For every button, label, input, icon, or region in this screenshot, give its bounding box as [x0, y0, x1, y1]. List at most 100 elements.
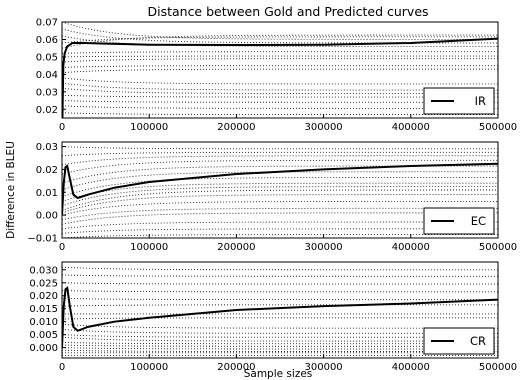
x-tick-label: 0 — [59, 122, 65, 133]
x-tick-label: 100000 — [130, 242, 168, 253]
y-tick-label: 0.010 — [29, 317, 58, 328]
dotted-curve — [62, 344, 498, 347]
axes-frame — [61, 141, 499, 239]
dotted-curve — [62, 274, 498, 277]
dotted-curve — [62, 297, 498, 301]
dotted-curve — [62, 317, 498, 320]
dotted-curve — [62, 186, 498, 207]
x-tick-label: 0 — [59, 362, 65, 373]
y-tick-label: 0.05 — [36, 52, 58, 63]
y-tick-label: −0.01 — [27, 234, 58, 245]
y-tick-label: 0.07 — [36, 18, 58, 29]
dotted-curve — [62, 334, 498, 338]
y-tick-label: 0.005 — [29, 330, 58, 341]
x-axis-label: Sample sizes — [244, 368, 313, 380]
dotted-curve — [62, 112, 498, 115]
panel-ir: 0 100000 200000 300000 400000 500000 0.02 0.03 0… — [36, 18, 517, 134]
dotted-curve — [62, 341, 498, 345]
dotted-curve — [62, 58, 498, 63]
plot-area — [62, 22, 498, 118]
x-tick-label: 500000 — [479, 242, 517, 253]
dotted-curve — [62, 65, 498, 68]
legend: CR — [423, 327, 495, 355]
dotted-curve — [62, 182, 498, 202]
dotted-curve — [62, 347, 498, 350]
x-tick-label: 400000 — [392, 122, 430, 133]
dotted-curve — [62, 228, 498, 234]
dotted-curve — [62, 146, 498, 150]
dotted-curve — [62, 207, 498, 221]
plot-area — [62, 266, 498, 356]
y-tick-label: 0.030 — [29, 265, 58, 276]
y-tick-label: 0.025 — [29, 278, 58, 289]
dotted-curve — [62, 77, 498, 85]
dotted-curve — [62, 100, 498, 103]
dotted-curve — [62, 34, 498, 49]
x-tick-label: 300000 — [305, 362, 343, 373]
dotted-curve — [62, 200, 498, 216]
axes-frame — [61, 261, 499, 359]
dotted-curve — [62, 82, 498, 91]
dotted-curve — [62, 290, 498, 293]
x-tick-label: 300000 — [305, 122, 343, 133]
dotted-curve — [62, 159, 498, 175]
legend: EC — [423, 207, 495, 235]
x-tick-label: 400000 — [392, 242, 430, 253]
y-tick-label: 0.00 — [36, 211, 58, 222]
y-tick-label: 0.01 — [36, 188, 58, 199]
dotted-curve — [62, 36, 498, 44]
dotted-curve — [62, 304, 498, 307]
dotted-curve — [62, 151, 498, 157]
legend-label: IR — [475, 94, 486, 108]
axes-frame — [61, 21, 499, 119]
series-line-cr — [62, 286, 498, 348]
y-tick-label: 0.02 — [36, 165, 58, 176]
dotted-curve — [62, 55, 498, 58]
x-tick-label: 200000 — [217, 122, 255, 133]
panel-ec: 0 100000 200000 300000 400000 500000 −0.01 0.00… — [27, 141, 517, 253]
legend-label: CR — [470, 334, 486, 348]
dotted-curve — [62, 22, 498, 40]
y-tick-label: 0.02 — [36, 105, 58, 116]
x-tick-label: 200000 — [217, 362, 255, 373]
dotted-curve — [62, 212, 498, 225]
dotted-curve — [62, 336, 498, 342]
y-tick-label: 0.04 — [36, 70, 58, 81]
y-tick-label: 0.03 — [36, 87, 58, 98]
x-tick-label: 500000 — [479, 122, 517, 133]
y-tick-label: 0.06 — [36, 35, 58, 46]
dotted-curve — [62, 234, 498, 238]
x-tick-label: 0 — [59, 242, 65, 253]
dotted-curve — [62, 282, 498, 285]
panel-cr: 0 100000 200000 300000 400000 500000 0.000 0.00… — [29, 261, 517, 373]
x-tick-label: 300000 — [305, 242, 343, 253]
dotted-curve — [62, 221, 498, 230]
dotted-curve — [62, 176, 498, 198]
dotted-curve — [62, 68, 498, 74]
dotted-curve — [62, 87, 498, 95]
dotted-curve — [62, 266, 498, 271]
dotted-curve — [62, 51, 498, 54]
x-tick-label: 100000 — [130, 122, 168, 133]
y-tick-label: 0.020 — [29, 291, 58, 302]
dotted-curve — [62, 329, 498, 334]
dotted-curve — [62, 323, 498, 329]
x-tick-label: 400000 — [392, 362, 430, 373]
dotted-curve — [62, 349, 498, 352]
series-line-ec — [62, 162, 498, 216]
x-tick-label: 200000 — [217, 242, 255, 253]
dotted-curve — [62, 94, 498, 98]
dotted-curve — [62, 165, 498, 184]
legend: IR — [423, 87, 495, 115]
x-tick-label: 100000 — [130, 362, 168, 373]
dotted-curve — [62, 189, 498, 211]
figure-title: Distance between Gold and Predicted curv… — [147, 4, 428, 19]
y-axis-label: Difference in BLEU — [5, 141, 17, 239]
legend-label: EC — [471, 214, 486, 228]
dotted-curve — [62, 28, 498, 44]
dotted-curve — [62, 155, 498, 166]
series-line-ir — [62, 37, 498, 118]
panels: 0 100000 200000 300000 400000 5000000.020.030… — [27, 18, 517, 374]
plot-area — [62, 146, 498, 238]
